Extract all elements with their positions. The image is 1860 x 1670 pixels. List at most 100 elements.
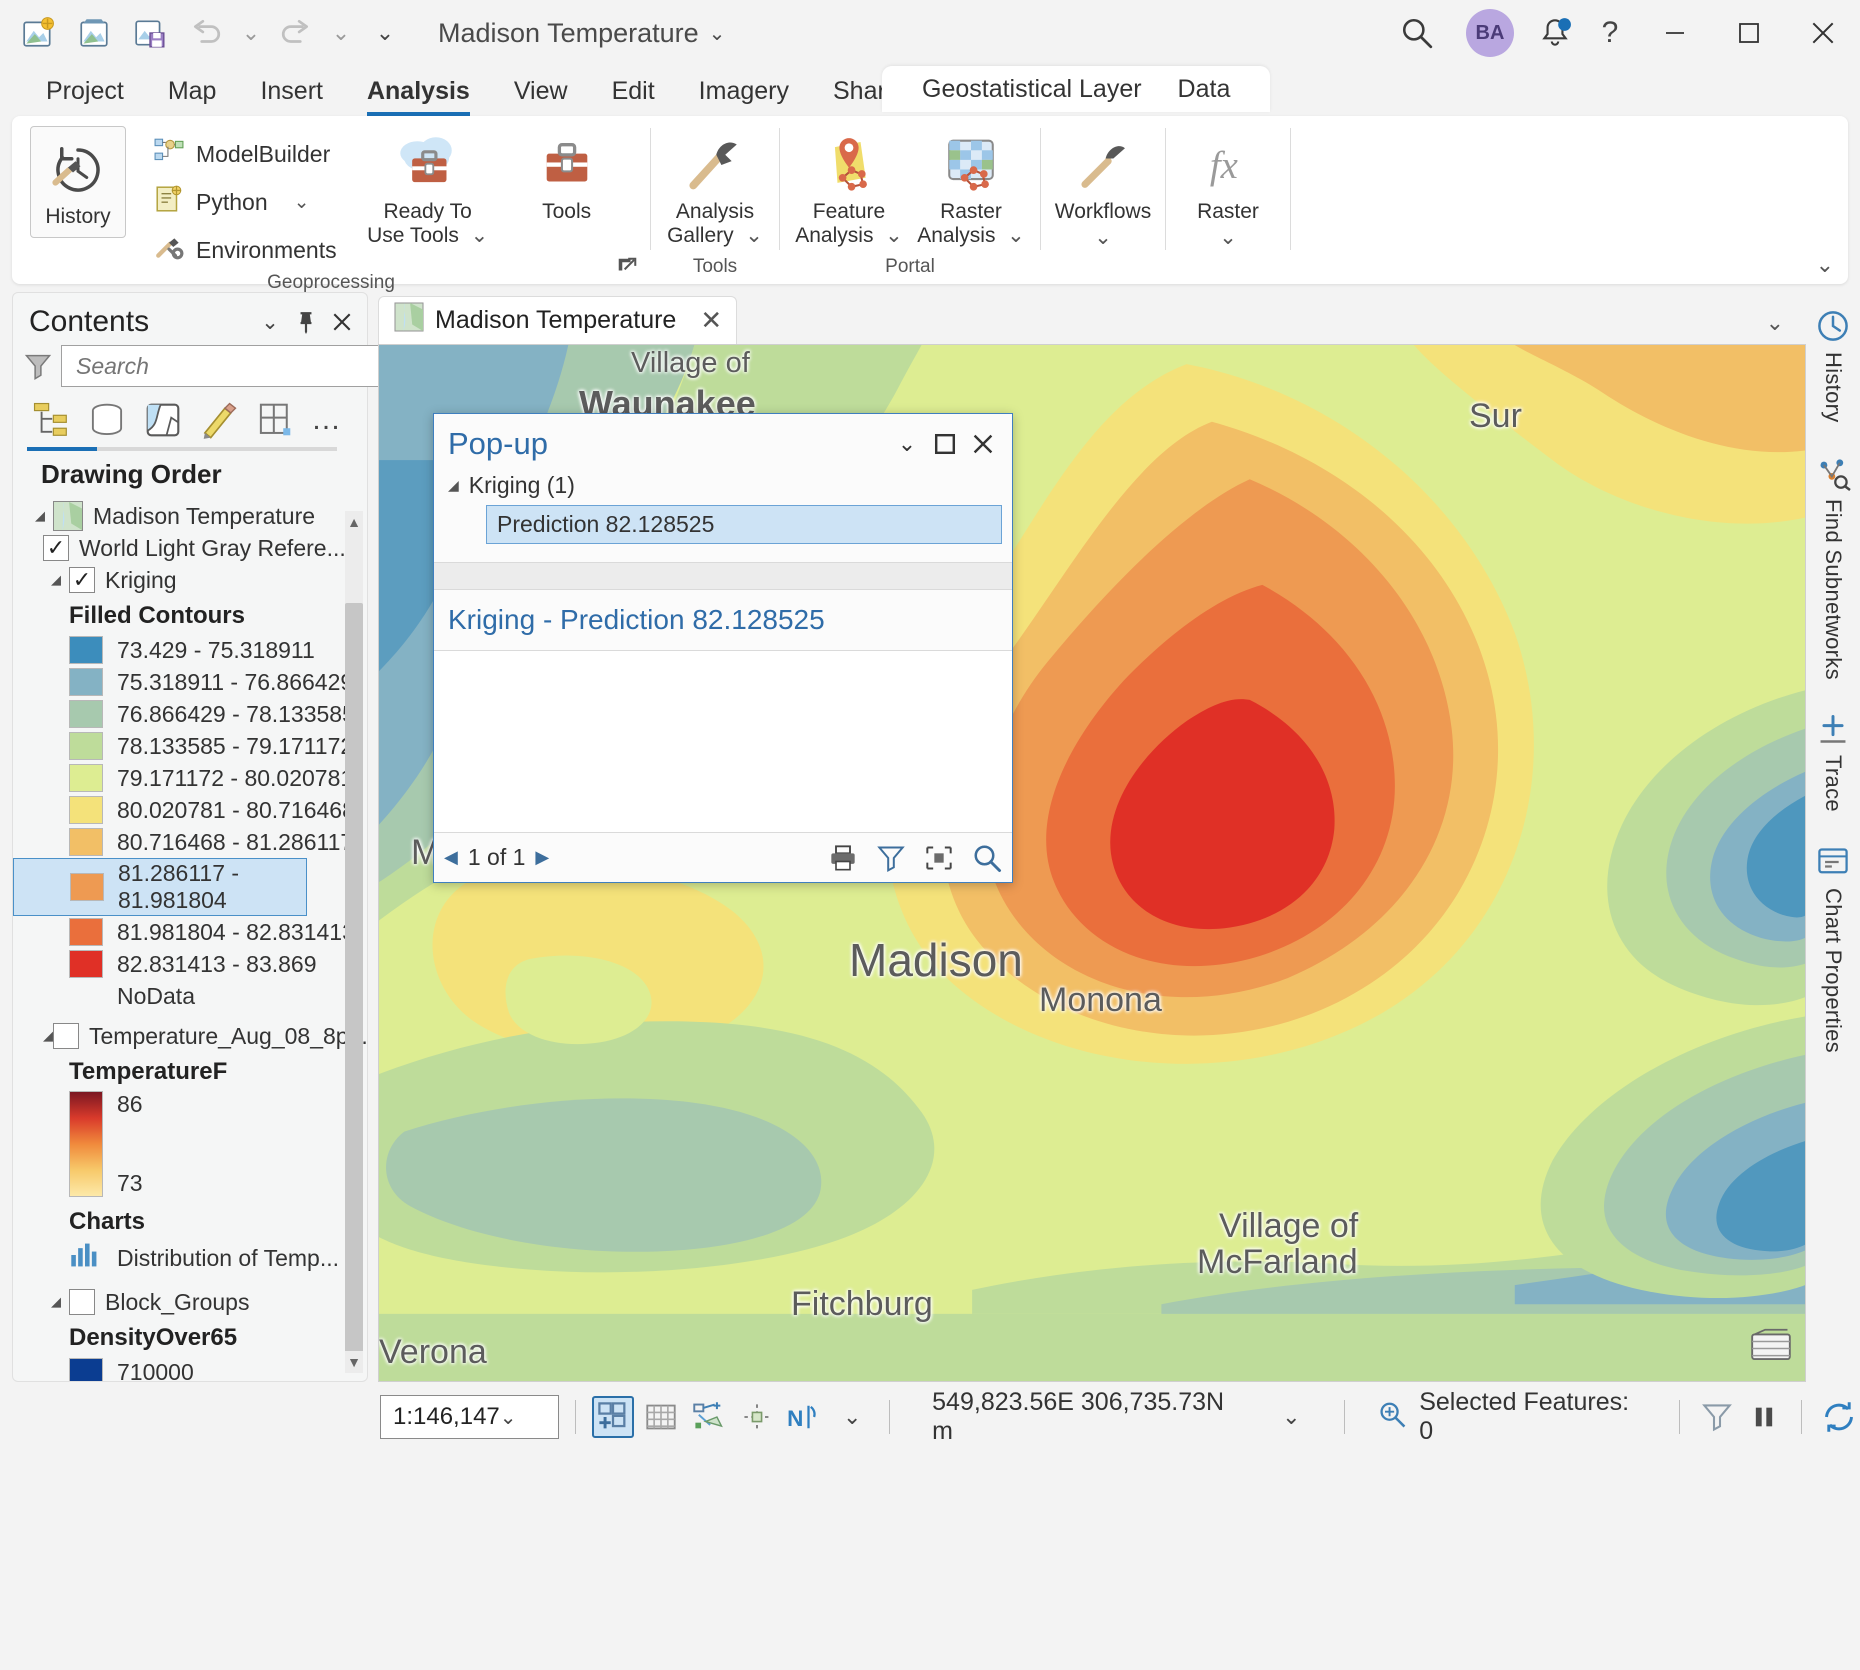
- raster-analysis-button[interactable]: Raster Analysis ⌄: [910, 122, 1032, 248]
- zoom-to-icon[interactable]: [924, 843, 954, 873]
- redo-icon[interactable]: [268, 5, 324, 61]
- legend-class-row[interactable]: 75.318911 - 76.866429: [13, 666, 367, 698]
- dock-item-chart-properties[interactable]: Chart Properties: [1813, 842, 1853, 1053]
- contents-pin-icon[interactable]: [291, 307, 321, 337]
- legend-class-row[interactable]: 80.020781 - 80.716468: [13, 794, 367, 826]
- legend-class-row[interactable]: 80.716468 - 81.286117: [13, 826, 367, 858]
- popup-group-node[interactable]: ◢ Kriging (1): [448, 472, 1002, 499]
- close-icon[interactable]: [1786, 0, 1860, 66]
- search-icon[interactable]: [1382, 5, 1452, 61]
- tab-edit[interactable]: Edit: [611, 77, 655, 105]
- contents-more-icon[interactable]: …: [311, 403, 343, 436]
- dock-item-history[interactable]: History: [1813, 306, 1853, 423]
- help-icon[interactable]: ?: [1601, 16, 1619, 49]
- pause-drawing-icon[interactable]: [1743, 1396, 1785, 1438]
- feature-analysis-button[interactable]: Feature Analysis ⌄: [788, 122, 910, 248]
- map-tools-dropdown-icon[interactable]: ⌄: [843, 1404, 862, 1429]
- raster-fx-dropdown-icon[interactable]: ⌄: [1219, 226, 1237, 250]
- dock-item-trace[interactable]: Trace: [1813, 709, 1853, 812]
- view-tab-madison-temperature[interactable]: Madison Temperature ✕: [378, 296, 738, 344]
- points-checkbox[interactable]: [53, 1023, 79, 1049]
- tab-map[interactable]: Map: [167, 77, 217, 105]
- tab-geostatistical-layer[interactable]: Geostatistical Layer: [922, 74, 1142, 103]
- view-tabs-dropdown-icon[interactable]: ⌄: [1765, 310, 1784, 335]
- points-expand-icon[interactable]: ◢: [43, 1028, 53, 1043]
- notifications-icon[interactable]: [1528, 5, 1582, 61]
- contents-scroll-up-icon[interactable]: ▲: [345, 511, 363, 533]
- expand-arrow-icon[interactable]: ◢: [35, 508, 45, 523]
- popup-expand-icon[interactable]: ◢: [448, 477, 459, 493]
- environments-button[interactable]: Environments: [144, 228, 347, 272]
- magnify-icon[interactable]: [972, 843, 1002, 873]
- popup-next-icon[interactable]: ▶: [535, 847, 550, 867]
- tree-item-basemap[interactable]: World Light Gray Refere...: [13, 532, 367, 564]
- minimize-icon[interactable]: [1638, 0, 1712, 66]
- density-class-row[interactable]: 710000: [13, 1356, 367, 1381]
- legend-class-row[interactable]: 81.981804 - 82.831413: [13, 916, 367, 948]
- snapping-tool-icon[interactable]: [736, 1396, 778, 1438]
- ready-to-use-tools-button[interactable]: Ready To Use Tools ⌄: [353, 122, 503, 248]
- undo-dropdown-icon[interactable]: ⌄: [241, 20, 261, 45]
- popup-chevron-down-icon[interactable]: ⌄: [897, 431, 917, 456]
- workflows-dropdown-icon[interactable]: ⌄: [1094, 226, 1112, 250]
- python-dropdown-icon[interactable]: ⌄: [293, 191, 310, 213]
- analysis-gallery-button[interactable]: Analysis Gallery ⌄: [659, 122, 771, 248]
- popup-close-icon[interactable]: [964, 427, 1002, 461]
- map-overview-icon[interactable]: [1751, 1328, 1791, 1367]
- redo-dropdown-icon[interactable]: ⌄: [331, 20, 351, 45]
- tree-item-map[interactable]: ◢ Madison Temperature: [13, 500, 367, 532]
- contents-close-icon[interactable]: [327, 307, 357, 337]
- legend-class-row[interactable]: 79.171172 - 80.020781: [13, 762, 367, 794]
- modelbuilder-button[interactable]: ModelBuilder: [144, 132, 347, 176]
- contents-scroll-down-icon[interactable]: ▼: [345, 1351, 363, 1373]
- open-project-icon[interactable]: [66, 5, 122, 61]
- grid-tool-icon[interactable]: [640, 1396, 682, 1438]
- save-project-icon[interactable]: [122, 5, 178, 61]
- legend-class-row[interactable]: 76.866429 - 78.133585: [13, 698, 367, 730]
- tab-data[interactable]: Data: [1177, 74, 1231, 103]
- block-groups-checkbox[interactable]: [69, 1289, 95, 1315]
- project-title-dropdown-icon[interactable]: ⌄: [708, 22, 726, 45]
- legend-class-row-selected[interactable]: 81.286117 - 81.981804: [13, 858, 307, 916]
- list-by-editing-tab[interactable]: [195, 397, 243, 443]
- filter-icon[interactable]: [23, 349, 53, 383]
- kriging-checkbox[interactable]: [69, 567, 95, 593]
- coordinates-dropdown-icon[interactable]: ⌄: [1282, 1404, 1301, 1429]
- legend-class-row[interactable]: 73.429 - 75.318911: [13, 634, 367, 666]
- tree-item-chart[interactable]: Distribution of Temp...: [13, 1240, 367, 1276]
- tab-analysis[interactable]: Analysis: [345, 77, 492, 116]
- dock-item-find-subnetworks[interactable]: Find Subnetworks: [1813, 453, 1853, 679]
- ribbon-collapse-icon[interactable]: ⌄: [1815, 252, 1834, 277]
- tree-item-kriging[interactable]: ◢ Kriging: [13, 564, 367, 596]
- clear-selection-icon[interactable]: [1696, 1396, 1738, 1438]
- search-input[interactable]: [74, 351, 378, 381]
- select-layer-icon[interactable]: [876, 843, 906, 873]
- basemap-checkbox[interactable]: [43, 535, 69, 561]
- search-box[interactable]: ⌄: [61, 345, 439, 387]
- tree-item-points-layer[interactable]: ◢ Temperature_Aug_08_8p...: [13, 1020, 367, 1052]
- block-groups-expand-icon[interactable]: ◢: [51, 1294, 61, 1309]
- legend-class-row[interactable]: 82.831413 - 83.869: [13, 948, 367, 980]
- project-title[interactable]: Madison Temperature ⌄: [438, 18, 725, 49]
- kriging-expand-icon[interactable]: ◢: [51, 572, 61, 587]
- python-button[interactable]: Python ⌄: [144, 180, 347, 224]
- history-button[interactable]: History: [30, 126, 126, 238]
- north-rotate-icon[interactable]: N: [784, 1396, 826, 1438]
- list-by-drawing-order-tab[interactable]: [27, 397, 75, 443]
- contents-scrollbar-thumb[interactable]: [345, 603, 363, 1363]
- analysis-gallery-dropdown-icon[interactable]: ⌄: [739, 224, 763, 248]
- map-scale-dropdown-icon[interactable]: ⌄: [499, 1406, 517, 1429]
- tab-view[interactable]: View: [513, 77, 568, 105]
- tree-item-block-groups[interactable]: ◢ Block_Groups: [13, 1286, 367, 1318]
- maximize-icon[interactable]: [1712, 0, 1786, 66]
- print-icon[interactable]: [828, 843, 858, 873]
- legend-class-row[interactable]: 78.133585 - 79.171172: [13, 730, 367, 762]
- list-by-selection-tab[interactable]: [139, 397, 187, 443]
- tools-button[interactable]: Tools: [503, 122, 631, 224]
- raster-analysis-dropdown-icon[interactable]: ⌄: [1001, 224, 1025, 248]
- map-scale-select[interactable]: 1:146,147 ⌄: [380, 1395, 560, 1439]
- view-tab-close-icon[interactable]: ✕: [700, 305, 723, 335]
- geoprocessing-dialog-launcher[interactable]: [614, 254, 640, 280]
- popup-prev-icon[interactable]: ◀: [444, 847, 458, 867]
- feature-analysis-dropdown-icon[interactable]: ⌄: [879, 224, 903, 248]
